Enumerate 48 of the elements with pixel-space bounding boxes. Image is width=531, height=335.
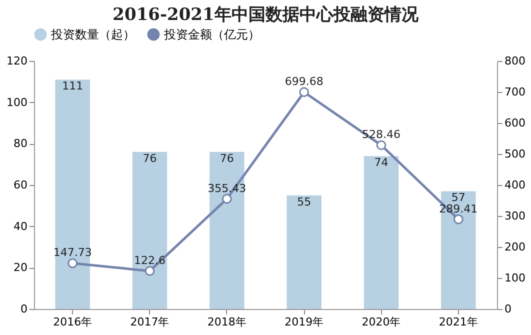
legend-label: 投资金额（亿元） [163, 28, 260, 42]
y2-tick-label: 200 [504, 240, 526, 254]
data-label: 111 [62, 80, 84, 93]
y-tick-label: 40 [14, 220, 28, 233]
chart-title: 2016-2021年中国数据中心投融资情况 [112, 5, 420, 25]
point [299, 87, 310, 98]
data-label: 55 [297, 195, 312, 208]
x-tick-label: 2019年 [284, 316, 324, 328]
point [68, 258, 78, 268]
data-label: 289.41 [439, 202, 478, 216]
y2-tick-label: 300 [504, 210, 526, 222]
x-tick-label: 2018年 [207, 316, 246, 328]
bar [364, 156, 399, 309]
y2-tick-label: 100 [504, 272, 526, 284]
data-label: 147.73 [53, 246, 92, 260]
y-tick-label: 120 [6, 54, 28, 68]
bar [132, 152, 168, 309]
x-tick-label: 2017年 [130, 316, 170, 328]
bar [286, 195, 322, 309]
y2-tick-label: 0 [504, 302, 512, 316]
bar [210, 152, 244, 309]
data-label: 74 [374, 156, 388, 170]
y2-tick-label: 500 [504, 148, 526, 160]
point [144, 266, 155, 276]
point [453, 214, 464, 224]
x-tick-label: 2020年 [362, 316, 401, 328]
data-label: 355.43 [208, 182, 246, 195]
data-label: 699.68 [284, 75, 324, 88]
data-label: 57 [451, 191, 466, 204]
y2-tick-label: 700 [504, 86, 526, 98]
y2-tick-label: 600 [504, 116, 526, 130]
data-label: 76 [220, 152, 234, 165]
point [376, 140, 386, 150]
y2-tick-label: 400 [504, 178, 526, 192]
bar [441, 191, 476, 309]
legend-label: 投资数量（起） [50, 28, 135, 42]
x-tick-label: 2021年 [438, 316, 478, 328]
bar [55, 80, 90, 309]
x-tick-label: 2016年 [53, 316, 92, 328]
point [222, 194, 232, 204]
y2-tick-label: 800 [504, 54, 526, 68]
y-tick-label: 0 [20, 302, 28, 316]
y-tick-label: 80 [14, 137, 28, 150]
data-label: 122.6 [134, 254, 166, 267]
y-tick-label: 20 [14, 261, 28, 274]
y-tick-label: 60 [14, 178, 28, 192]
data-label: 76 [142, 152, 157, 165]
y-tick-label: 100 [6, 96, 28, 109]
